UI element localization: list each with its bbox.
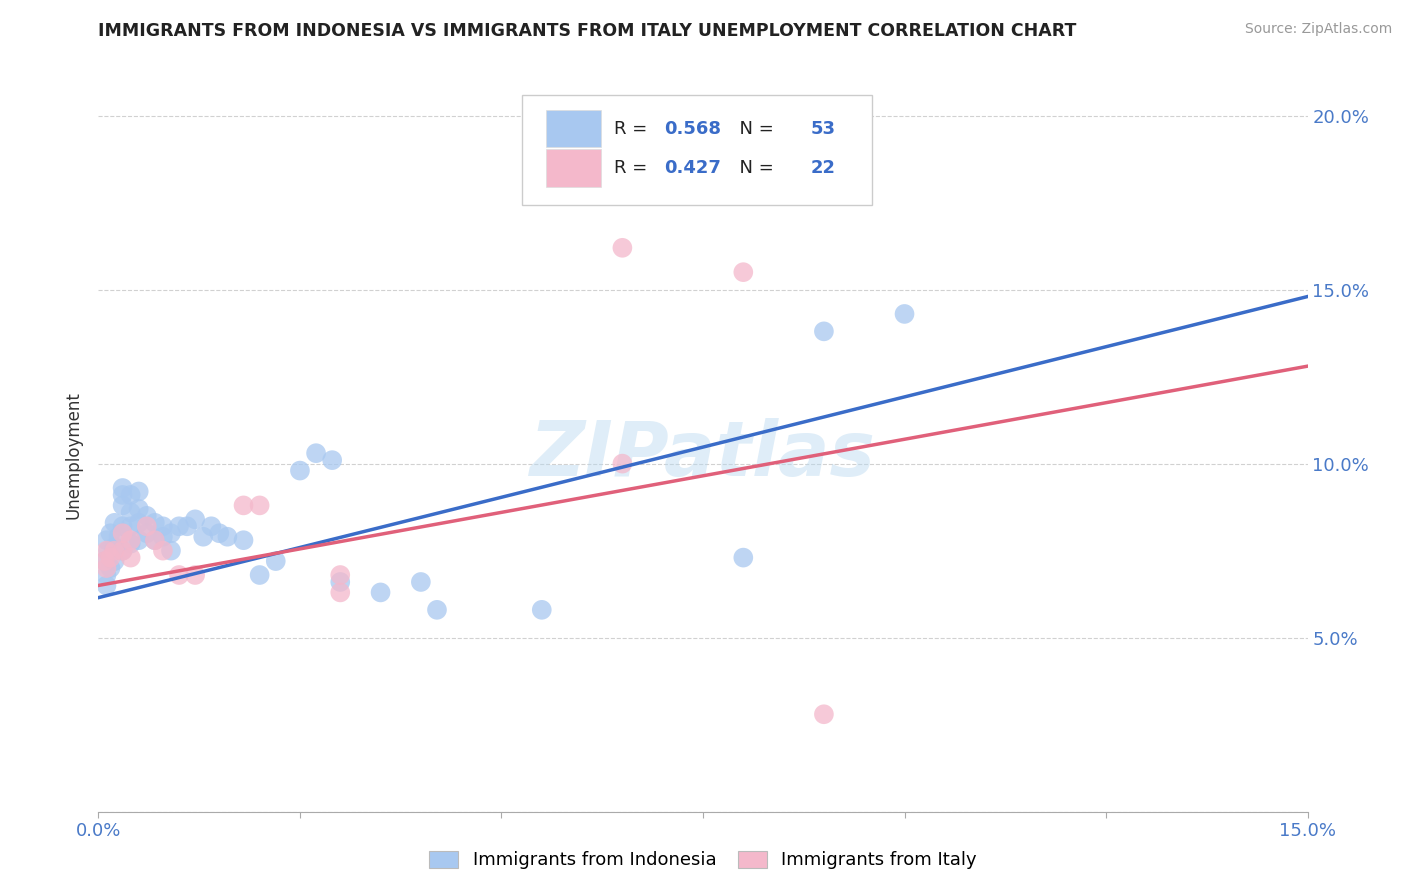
Point: [143, 516, 166, 530]
Point: [120, 505, 142, 519]
Point: [97, 543, 120, 558]
Point: [305, 446, 328, 460]
Point: [733, 265, 755, 279]
Point: [120, 550, 142, 565]
Point: [232, 533, 254, 548]
Point: [111, 481, 134, 495]
Point: [813, 707, 835, 722]
Point: [96, 578, 118, 592]
Point: [152, 543, 174, 558]
Point: [329, 574, 352, 589]
Point: [329, 585, 352, 599]
Point: [193, 530, 215, 544]
Text: Source: ZipAtlas.com: Source: ZipAtlas.com: [1244, 22, 1392, 37]
Point: [143, 533, 166, 548]
FancyBboxPatch shape: [522, 95, 872, 205]
Point: [120, 537, 142, 551]
Point: [152, 530, 174, 544]
Text: R =: R =: [613, 120, 652, 137]
Point: [120, 519, 142, 533]
Text: N =: N =: [728, 159, 780, 177]
Point: [111, 488, 134, 502]
Point: [128, 516, 150, 530]
Point: [530, 603, 553, 617]
Text: N =: N =: [728, 120, 780, 137]
Legend: Immigrants from Indonesia, Immigrants from Italy: Immigrants from Indonesia, Immigrants fr…: [420, 842, 986, 879]
Point: [249, 568, 271, 582]
Point: [370, 585, 392, 599]
Point: [111, 519, 134, 533]
Point: [232, 499, 254, 513]
Point: [96, 533, 118, 548]
Point: [135, 508, 157, 523]
Point: [94, 554, 117, 568]
Point: [111, 499, 134, 513]
Text: 53: 53: [811, 120, 835, 137]
Point: [160, 526, 183, 541]
Point: [100, 550, 122, 565]
Point: [135, 526, 157, 541]
Point: [103, 540, 125, 554]
Point: [167, 568, 190, 582]
Point: [120, 488, 142, 502]
Point: [160, 543, 183, 558]
Point: [111, 526, 134, 541]
Text: ZIPatlas: ZIPatlas: [530, 418, 876, 491]
Text: 0.427: 0.427: [664, 159, 721, 177]
Point: [612, 241, 634, 255]
Text: IMMIGRANTS FROM INDONESIA VS IMMIGRANTS FROM ITALY UNEMPLOYMENT CORRELATION CHAR: IMMIGRANTS FROM INDONESIA VS IMMIGRANTS …: [98, 22, 1077, 40]
Text: 0.568: 0.568: [664, 120, 721, 137]
Point: [111, 543, 134, 558]
Point: [100, 561, 122, 575]
Point: [329, 568, 352, 582]
Point: [103, 554, 125, 568]
FancyBboxPatch shape: [546, 150, 602, 186]
Point: [893, 307, 915, 321]
Point: [103, 516, 125, 530]
Point: [120, 533, 142, 548]
Point: [100, 526, 122, 541]
Point: [96, 561, 118, 575]
Point: [184, 568, 207, 582]
Point: [288, 464, 311, 478]
Point: [321, 453, 343, 467]
Point: [96, 568, 118, 582]
Point: [111, 543, 134, 558]
Point: [208, 526, 231, 541]
Point: [813, 324, 835, 338]
Point: [143, 533, 166, 548]
Point: [152, 519, 174, 533]
FancyBboxPatch shape: [546, 111, 602, 147]
Point: [217, 530, 239, 544]
Point: [200, 519, 222, 533]
Point: [135, 519, 157, 533]
Point: [94, 554, 117, 568]
Point: [128, 484, 150, 499]
Point: [128, 501, 150, 516]
Point: [409, 574, 432, 589]
Point: [103, 543, 125, 558]
Y-axis label: Unemployment: Unemployment: [65, 391, 83, 519]
Point: [426, 603, 449, 617]
Text: R =: R =: [613, 159, 652, 177]
Point: [249, 499, 271, 513]
Point: [167, 519, 190, 533]
Point: [264, 554, 287, 568]
Point: [176, 519, 198, 533]
Point: [128, 533, 150, 548]
Point: [733, 550, 755, 565]
Point: [612, 457, 634, 471]
Text: 22: 22: [811, 159, 835, 177]
Point: [184, 512, 207, 526]
Point: [96, 543, 118, 558]
Point: [107, 530, 129, 544]
